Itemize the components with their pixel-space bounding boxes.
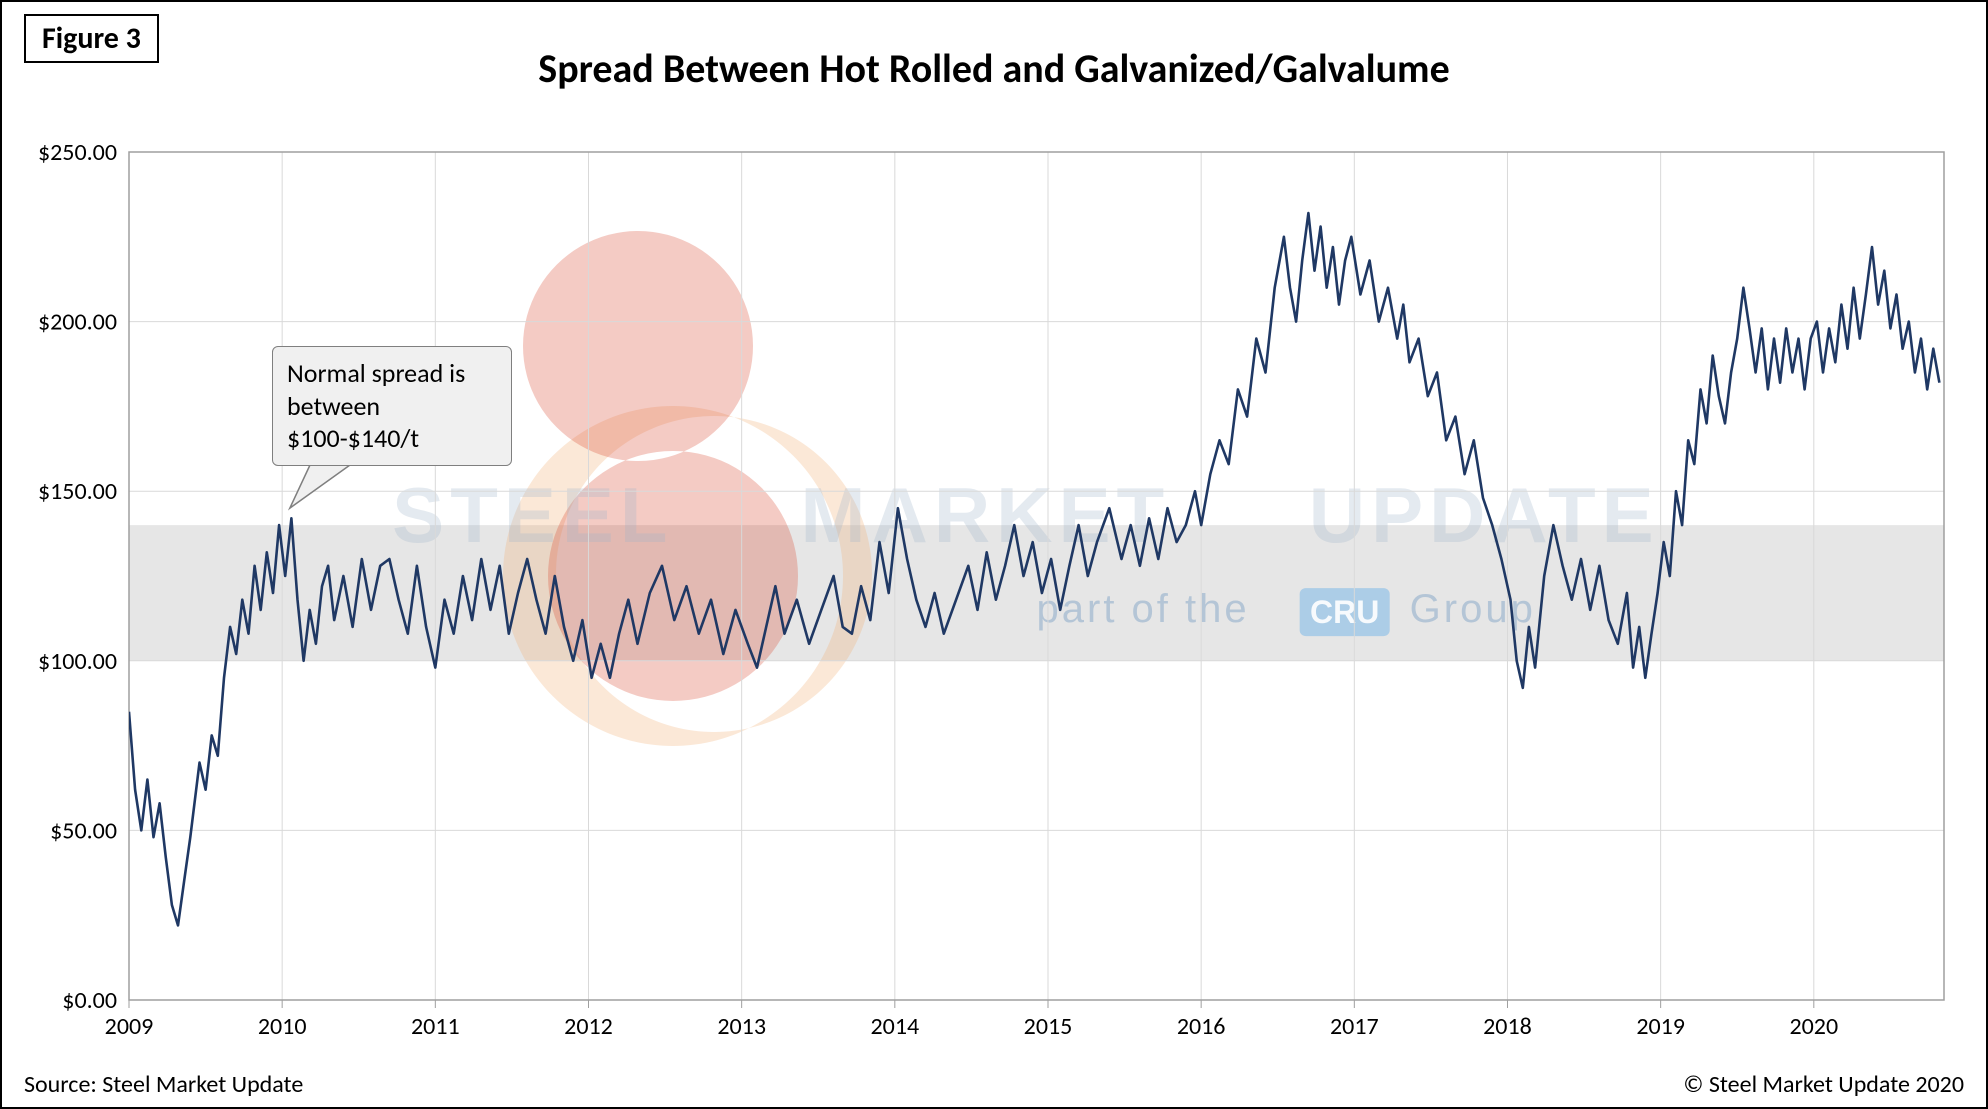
svg-text:2013: 2013 (717, 1012, 766, 1041)
svg-text:UPDATE: UPDATE (1309, 471, 1660, 559)
svg-text:CRU: CRU (1310, 594, 1379, 630)
svg-text:MARKET: MARKET (801, 471, 1171, 559)
svg-text:$250.00: $250.00 (38, 138, 117, 167)
svg-text:2019: 2019 (1636, 1012, 1685, 1041)
callout-annotation: Normal spread is between $100-$140/t (272, 346, 512, 466)
chart-title: Spread Between Hot Rolled and Galvanized… (2, 44, 1986, 93)
svg-text:2020: 2020 (1789, 1012, 1838, 1041)
svg-text:$100.00: $100.00 (38, 647, 117, 676)
svg-text:2012: 2012 (564, 1012, 613, 1041)
line-chart: STEEL MARKET UPDATE part of the CRU Group $0.0… (24, 122, 1964, 1055)
svg-text:2015: 2015 (1024, 1012, 1073, 1041)
svg-text:2018: 2018 (1483, 1012, 1532, 1041)
svg-text:$50.00: $50.00 (50, 816, 117, 845)
chart-frame: Figure 3 Spread Between Hot Rolled and G… (0, 0, 1988, 1109)
svg-text:$0.00: $0.00 (62, 986, 117, 1015)
svg-text:2011: 2011 (411, 1012, 460, 1041)
svg-text:Group: Group (1410, 587, 1536, 631)
svg-text:2010: 2010 (258, 1012, 307, 1041)
svg-text:STEEL: STEEL (392, 471, 673, 559)
svg-text:2016: 2016 (1177, 1012, 1226, 1041)
chart-container: STEEL MARKET UPDATE part of the CRU Group $0.0… (24, 122, 1964, 1055)
svg-text:part of the: part of the (1037, 587, 1250, 631)
source-attribution: Source: Steel Market Update (24, 1070, 303, 1099)
copyright-notice: © Steel Market Update 2020 (1683, 1070, 1964, 1099)
svg-text:2009: 2009 (105, 1012, 154, 1041)
svg-text:$200.00: $200.00 (38, 308, 117, 337)
svg-text:$150.00: $150.00 (38, 477, 117, 506)
svg-text:2017: 2017 (1330, 1012, 1379, 1041)
svg-text:2014: 2014 (870, 1012, 919, 1041)
